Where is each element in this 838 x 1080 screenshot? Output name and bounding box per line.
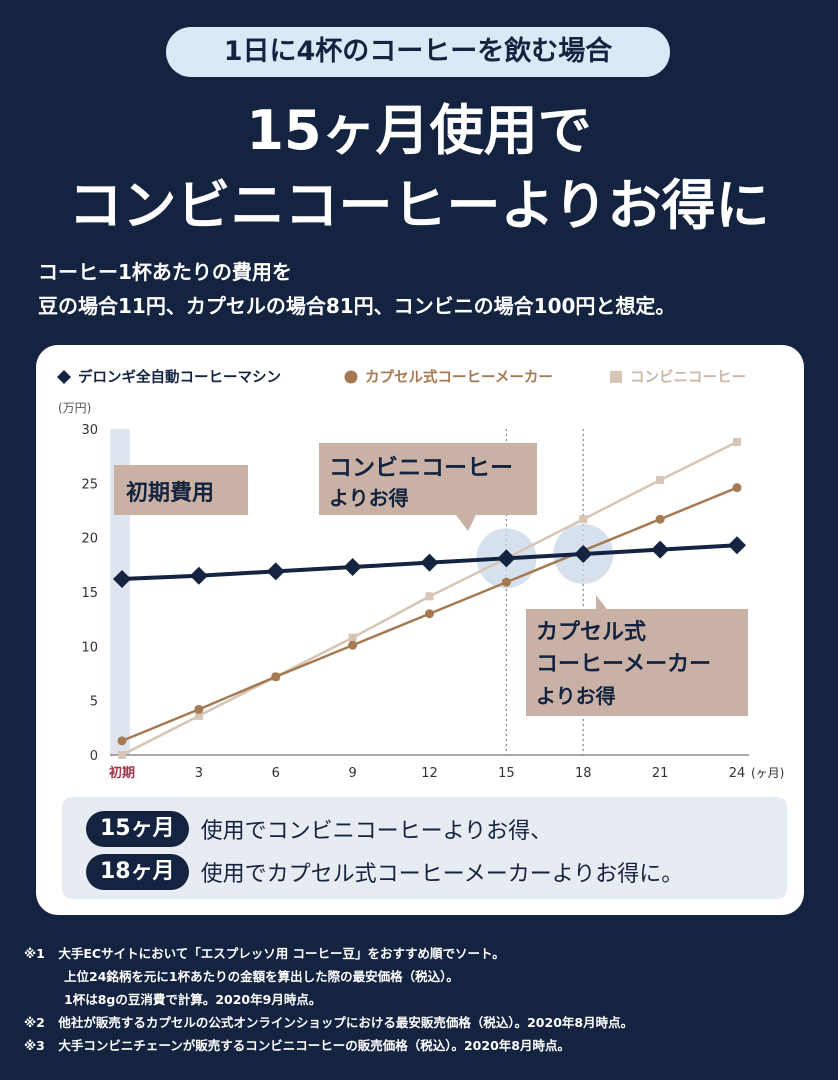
y-axis-label: (万円) — [58, 401, 91, 415]
footnote-mark: ※2 — [24, 1015, 45, 1030]
data-point-diamond — [113, 569, 131, 588]
x-tick-label: 15 — [498, 766, 515, 781]
summary-box: 15ヶ月 使用でコンビニコーヒーよりお得、 18ヶ月 使用でカプセル式コーヒーメ… — [62, 797, 787, 899]
x-tick-label: 初期 — [109, 765, 135, 781]
footnote-1-cont-a: 上位24銘柄を元に1杯あたりの金額を算出した際の最安価格（税込）。 — [24, 965, 824, 988]
cap-callout-line3: よりお得 — [536, 684, 616, 708]
headline-line-2: コンビニコーヒーよりお得に — [68, 174, 770, 237]
footnotes: ※1 大手ECサイトにおいて「エスプレッソ用 コーヒー豆」をおすすめ順でソート。… — [24, 942, 824, 1057]
summary-badge-1: 15ヶ月 — [86, 811, 189, 847]
y-tick-label: 10 — [81, 640, 98, 655]
data-point-diamond — [651, 540, 670, 559]
conv-callout-line1: コンビニコーヒー — [329, 455, 513, 481]
description-line-1: コーヒー1杯あたりの費用を — [38, 260, 292, 284]
cap-callout-line2: コーヒーメーカー — [536, 652, 711, 677]
footnote-2: ※2 他社が販売するカプセルの公式オンラインショップにおける最安販売価格（税込）… — [24, 1011, 824, 1034]
y-tick-label: 15 — [81, 586, 98, 601]
chart-card: デロンギ全自動コーヒーマシン カプセル式コーヒーメーカー コンビニコーヒー (万円) 0… — [36, 345, 804, 915]
legend-label: カプセル式コーヒーメーカー — [365, 368, 553, 386]
data-point-square — [656, 476, 665, 485]
x-tick-label: 18 — [575, 766, 592, 781]
footnote-text: 上位24銘柄を元に1杯あたりの金額を算出した際の最安価格（税込）。 — [64, 969, 459, 984]
initial-cost-label: 初期費用 — [126, 480, 214, 506]
conv-callout-line2: よりお得 — [329, 486, 409, 510]
y-tick-label: 0 — [90, 749, 98, 764]
x-tick-label: 24 — [729, 766, 746, 781]
cap-callout-box — [526, 609, 748, 716]
data-point-circle — [271, 672, 281, 682]
summary-text-2: 使用でカプセル式コーヒーメーカーよりお得に。 — [200, 862, 684, 887]
data-point-diamond — [574, 544, 593, 563]
x-axis-unit: (ヶ月) — [751, 766, 784, 780]
x-tick-label: 3 — [195, 766, 203, 781]
footnote-mark: ※3 — [24, 1038, 45, 1053]
y-tick-label: 5 — [90, 695, 98, 710]
data-point-circle — [655, 514, 665, 524]
legend-label: デロンギ全自動コーヒーマシン — [78, 368, 281, 386]
summary-row-2: 18ヶ月 使用でカプセル式コーヒーメーカーよりお得に。 — [86, 853, 683, 891]
data-point-circle — [348, 640, 358, 650]
data-point-circle — [194, 704, 204, 714]
data-point-diamond — [189, 566, 208, 585]
legend-marker-circle — [344, 370, 358, 384]
y-tick-label: 25 — [81, 477, 98, 492]
data-point-square — [194, 711, 203, 720]
footnote-mark: ※1 — [24, 946, 45, 961]
description-line-2: 豆の場合11円、カプセルの場合81円、コンビニの場合100円と想定。 — [38, 294, 676, 318]
summary-row-1: 15ヶ月 使用でコンビニコーヒーよりお得、 — [86, 810, 552, 848]
footnote-text: 1杯は8gの豆消費で計算。2020年9月時点。 — [64, 992, 322, 1007]
y-tick-label: 30 — [81, 423, 98, 438]
data-point-square — [348, 633, 357, 642]
footnote-text: 他社が販売するカプセルの公式オンラインショップにおける最安販売価格（税込）。20… — [58, 1015, 634, 1030]
data-point-square — [733, 438, 741, 447]
conv-callout-box — [319, 443, 537, 515]
x-tick-label: 12 — [421, 766, 438, 781]
x-tick-label: 6 — [272, 766, 280, 781]
footnote-1-cont-b: 1杯は8gの豆消費で計算。2020年9月時点。 — [24, 988, 824, 1011]
cap-callout-line1: カプセル式 — [536, 620, 646, 645]
data-point-diamond — [497, 549, 516, 568]
cap-callout-pointer — [596, 595, 610, 613]
cost-line-chart: デロンギ全自動コーヒーマシン カプセル式コーヒーメーカー コンビニコーヒー(万円)0… — [57, 368, 784, 781]
summary-text-1: 使用でコンビニコーヒーよりお得、 — [200, 819, 553, 844]
legend-label: コンビニコーヒー — [630, 369, 746, 386]
data-point-square — [579, 515, 588, 524]
footnote-3: ※3 大手コンビニチェーンが販売するコンビニコーヒーの販売価格（税込）。2020… — [24, 1034, 824, 1057]
footnote-text: 大手ECサイトにおいて「エスプレッソ用 コーヒー豆」をおすすめ順でソート。 — [58, 946, 505, 961]
data-point-circle — [425, 609, 434, 619]
y-tick-label: 20 — [81, 532, 98, 547]
legend-marker-square — [610, 371, 622, 383]
data-point-diamond — [420, 553, 439, 572]
data-point-diamond — [266, 562, 285, 581]
data-point-square — [425, 592, 434, 601]
headline-line-1: 15ヶ月使用で — [246, 99, 592, 162]
footnote-1: ※1 大手ECサイトにおいて「エスプレッソ用 コーヒー豆」をおすすめ順でソート。 — [24, 942, 824, 965]
x-tick-label: 9 — [348, 766, 356, 781]
x-tick-label: 21 — [652, 766, 669, 781]
data-point-diamond — [343, 558, 362, 577]
data-point-circle — [117, 736, 127, 746]
data-point-circle — [501, 577, 511, 587]
conv-callout-pointer — [456, 515, 476, 531]
initial-cost-callout — [114, 465, 248, 515]
footnote-text: 大手コンビニチェーンが販売するコンビニコーヒーの販売価格（税込）。2020年8月… — [58, 1038, 570, 1053]
legend-marker-diamond — [57, 370, 71, 384]
summary-badge-2: 18ヶ月 — [86, 854, 189, 890]
scenario-pill: 1日に4杯のコーヒーを飲む場合 — [166, 27, 670, 77]
data-point-circle — [732, 483, 742, 493]
data-point-diamond — [728, 536, 746, 555]
data-point-square — [118, 751, 126, 759]
